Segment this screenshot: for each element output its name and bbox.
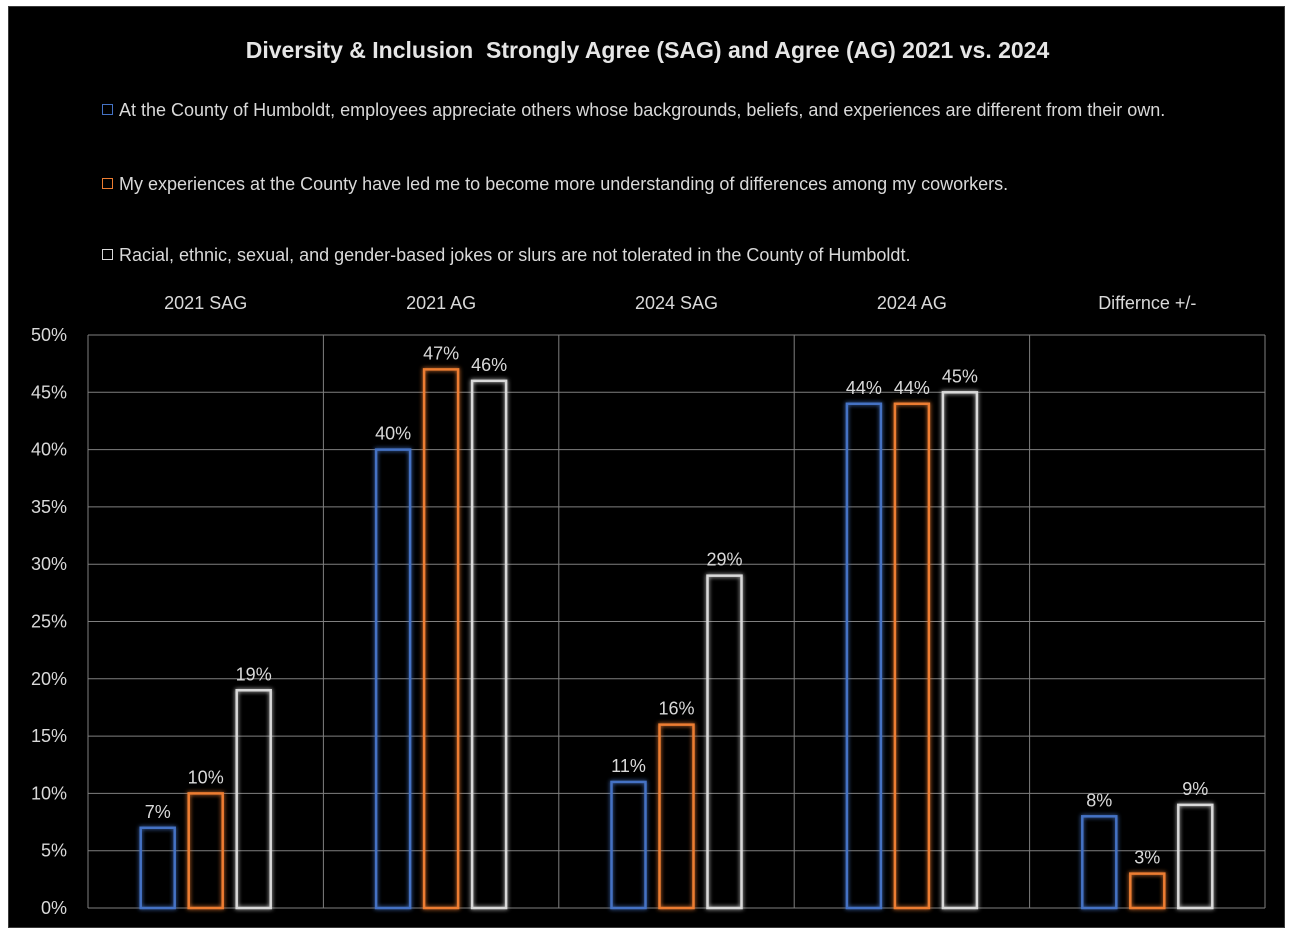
bar — [235, 689, 272, 910]
bar — [1129, 872, 1166, 910]
bar — [845, 402, 883, 910]
bar — [706, 574, 743, 910]
data-label: 10% — [188, 767, 224, 787]
bar — [1177, 803, 1214, 910]
data-label: 46% — [471, 355, 507, 375]
y-tick-label: 30% — [31, 554, 67, 574]
chart-frame: Diversity & Inclusion Strongly Agree (SA… — [8, 6, 1285, 928]
data-label: 7% — [145, 802, 171, 822]
category-label: 2024 SAG — [635, 293, 718, 313]
grid-lines — [87, 334, 1266, 909]
category-label: 2021 SAG — [164, 293, 247, 313]
legend-label: At the County of Humboldt, employees app… — [119, 100, 1166, 120]
chart-title: Diversity & Inclusion Strongly Agree (SA… — [245, 37, 1050, 63]
bar — [422, 368, 460, 910]
legend-swatch-gray — [102, 249, 113, 260]
legend-label: Racial, ethnic, sexual, and gender-based… — [119, 245, 911, 265]
data-labels: 7% 40% 11% 44% 8% 10% 47% 16% 44% 3% 19% 46% 29% 45% 9… — [145, 343, 1209, 867]
data-label: 8% — [1086, 790, 1112, 810]
y-tick-label: 35% — [31, 497, 67, 517]
bar — [470, 379, 508, 910]
y-axis-ticks: 0% 5% 10% 15% 20% 25% 30% 35% 40% 45% 50% — [31, 325, 67, 918]
y-tick-label: 5% — [41, 841, 67, 861]
legend-item-understanding-differences: My experiences at the County have led me… — [102, 171, 1223, 197]
category-labels: 2021 SAG 2021 AG 2024 SAG 2024 AG Differnce … — [164, 293, 1196, 313]
bar — [610, 780, 647, 910]
y-tick-label: 15% — [31, 726, 67, 746]
category-label: Differnce +/- — [1098, 293, 1196, 313]
data-label: 3% — [1134, 848, 1160, 868]
y-tick-label: 50% — [31, 325, 67, 345]
data-label: 16% — [658, 699, 694, 719]
data-label: 47% — [423, 343, 459, 363]
y-tick-label: 45% — [31, 382, 67, 402]
data-label: 11% — [611, 756, 646, 776]
bars — [139, 368, 1214, 910]
data-label: 29% — [706, 550, 742, 570]
y-tick-label: 10% — [31, 783, 67, 803]
y-tick-label: 25% — [31, 612, 67, 632]
legend-swatch-blue — [102, 104, 113, 115]
category-label: 2021 AG — [406, 293, 476, 313]
bar — [374, 448, 412, 910]
bar — [658, 723, 695, 910]
bar — [941, 391, 979, 910]
bar — [187, 792, 224, 910]
legend-item-appreciate-others: At the County of Humboldt, employees app… — [102, 97, 1223, 123]
data-label: 45% — [942, 366, 978, 386]
category-label: 2024 AG — [877, 293, 947, 313]
data-label: 44% — [846, 378, 882, 398]
y-tick-label: 0% — [41, 898, 67, 918]
data-label: 44% — [894, 378, 930, 398]
legend-item-jokes-not-tolerated: Racial, ethnic, sexual, and gender-based… — [102, 242, 1223, 268]
bar — [139, 826, 176, 910]
bar — [1081, 815, 1118, 910]
data-label: 19% — [236, 664, 272, 684]
data-label: 9% — [1182, 779, 1208, 799]
y-tick-label: 40% — [31, 440, 67, 460]
bar — [893, 402, 931, 910]
legend-swatch-orange — [102, 178, 113, 189]
legend-label: My experiences at the County have led me… — [119, 174, 1009, 194]
data-label: 40% — [375, 424, 411, 444]
y-tick-label: 20% — [31, 669, 67, 689]
